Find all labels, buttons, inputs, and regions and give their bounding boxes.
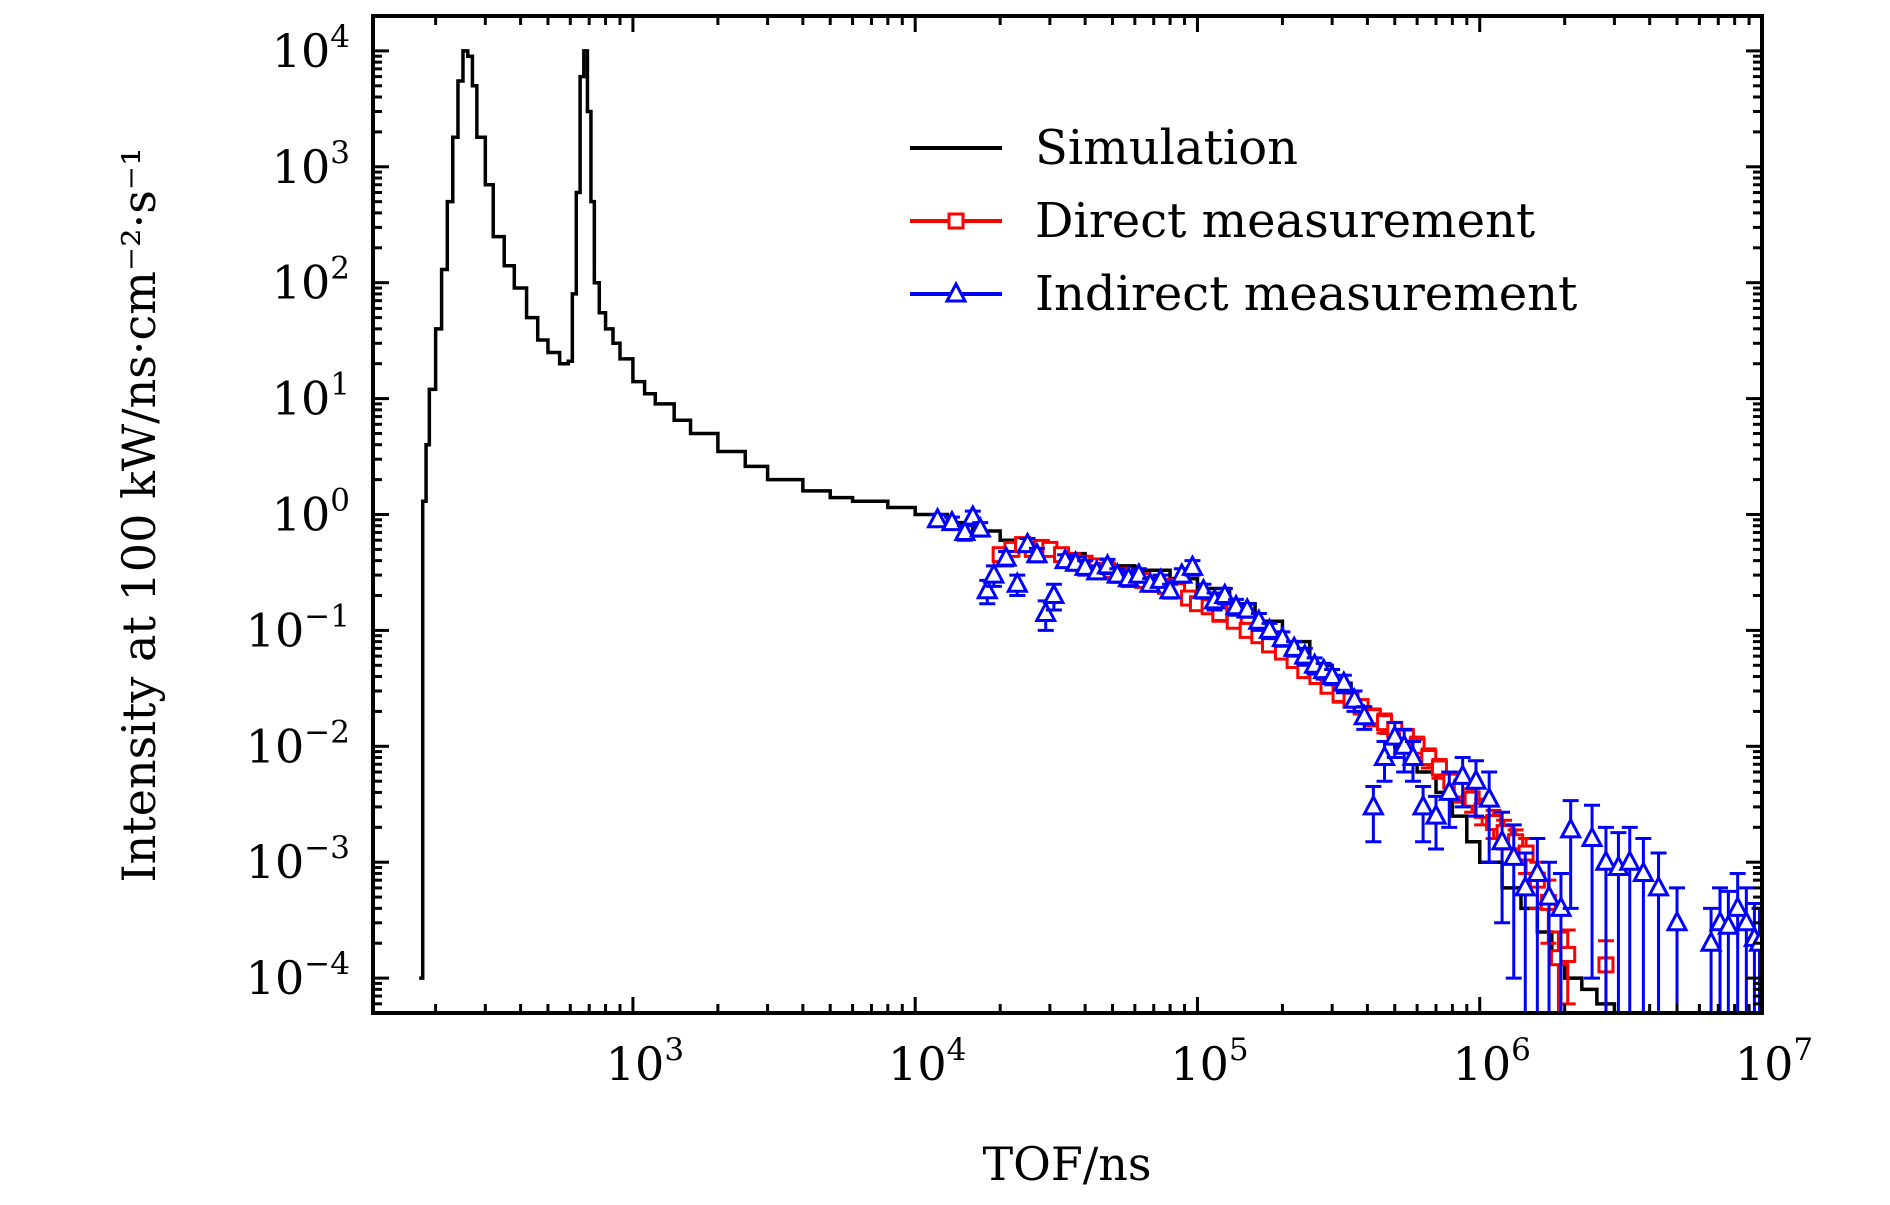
legend-marker-triangle <box>944 280 968 303</box>
direct-point <box>1559 945 1577 963</box>
indirect-point <box>1332 670 1356 692</box>
y-tick-label: 102 <box>272 251 350 310</box>
indirect-point <box>982 561 1006 584</box>
indirect-point <box>1502 844 1526 866</box>
indirect-point <box>1726 895 1750 917</box>
indirect-point <box>1042 582 1066 605</box>
indirect-point <box>1258 617 1282 639</box>
indirect-point <box>1525 860 1549 882</box>
y-tick-label: 10−3 <box>246 830 350 889</box>
indirect-point <box>1631 860 1655 882</box>
indirect-point <box>1537 883 1561 906</box>
indirect-point <box>1158 577 1182 600</box>
series-layer <box>419 49 1762 1013</box>
indirect-point <box>1477 785 1501 808</box>
y-tick-label: 10−1 <box>246 598 350 657</box>
indirect-point <box>994 544 1018 567</box>
x-tick-label: 104 <box>888 1032 966 1091</box>
indirect-point <box>1490 828 1514 851</box>
legend-label: Simulation <box>1035 120 1298 176</box>
x-tick-label: 106 <box>1453 1032 1531 1091</box>
indirect-point <box>1647 874 1671 897</box>
legend-marker-square <box>947 212 965 230</box>
indirect-point <box>1180 554 1204 576</box>
indirect-point <box>1034 600 1058 622</box>
indirect-point <box>1383 723 1407 746</box>
y-tick-label: 103 <box>272 135 350 194</box>
indirect-point <box>1699 930 1723 952</box>
indirect-point <box>1025 541 1049 564</box>
indirect-point <box>1342 686 1366 709</box>
legend-label: Direct measurement <box>1035 193 1535 249</box>
tick-labels-layer: 103 104 105 106 107 104 103 102 101 100 10−1 10−2 10… <box>246 19 1813 1091</box>
indirect-point <box>1734 909 1758 932</box>
y-tick-label: 100 <box>272 483 350 542</box>
indirect-point <box>1401 744 1425 767</box>
y-tick-label: 10−4 <box>246 946 350 1005</box>
indirect-point <box>1437 779 1461 801</box>
indirect-point <box>953 519 977 541</box>
indirect-point <box>1411 793 1435 816</box>
indirect-point <box>1005 571 1029 593</box>
indirect-point <box>1716 913 1740 935</box>
indirect-point <box>1559 816 1583 839</box>
y-tick-label: 10−2 <box>246 714 350 773</box>
indirect-point <box>1361 793 1385 816</box>
indirect-point <box>1464 767 1488 790</box>
x-tick-label: 107 <box>1735 1032 1813 1091</box>
indirect-point <box>1105 561 1129 584</box>
legend-label: Indirect measurement <box>1035 266 1577 322</box>
indirect-point <box>926 506 950 529</box>
indirect-point <box>1424 802 1448 825</box>
x-tick-label: 103 <box>606 1032 684 1091</box>
indirect-point <box>1513 874 1537 897</box>
legend: Simulation Direct measurement Indirect mea… <box>910 120 1577 322</box>
indirect-point <box>1618 849 1642 871</box>
indirect-point <box>968 515 992 538</box>
indirect-point <box>1352 703 1376 726</box>
indirect-point <box>1665 909 1689 932</box>
x-tick-label: 105 <box>1170 1032 1248 1091</box>
indirect-point <box>1451 763 1475 785</box>
y-tick-label: 101 <box>272 367 350 426</box>
indirect-point <box>1594 849 1618 871</box>
indirect-point <box>1580 825 1604 848</box>
x-axis-title: TOF/ns <box>982 1137 1151 1191</box>
indirect-point <box>975 577 999 600</box>
y-axis-title: Intensity at 100 kW/ns·cm⁻²·s⁻¹ <box>112 147 166 882</box>
ticks-layer <box>373 14 1764 1015</box>
indirect-point <box>1392 733 1416 755</box>
y-tick-label: 104 <box>272 19 350 78</box>
indirect-point <box>940 509 964 532</box>
